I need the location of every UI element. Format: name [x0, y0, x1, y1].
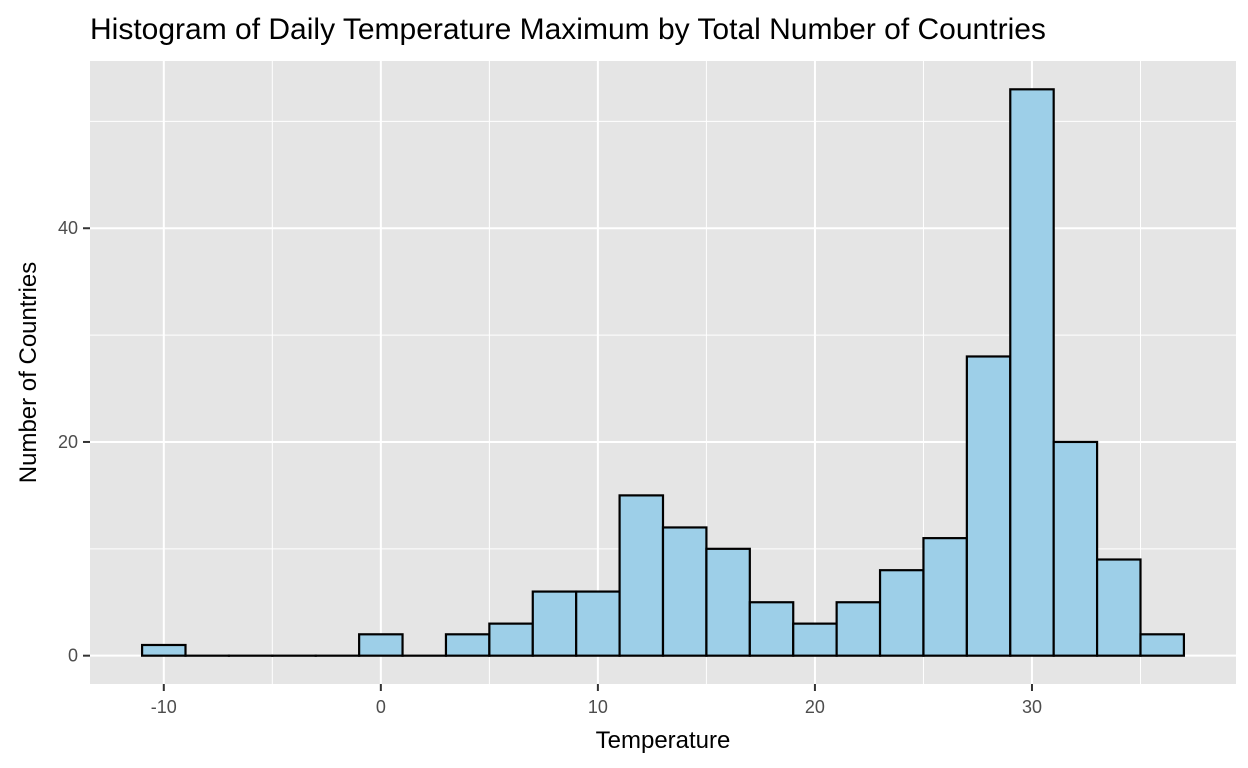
y-tick-label: 0	[68, 646, 78, 666]
x-axis-title: Temperature	[596, 727, 731, 754]
histogram-bar	[661, 526, 708, 657]
histogram-bar	[140, 643, 187, 657]
y-tick-label: 40	[58, 218, 78, 238]
histogram-bar	[705, 547, 751, 657]
histogram-bar	[1095, 558, 1142, 657]
histogram-bar	[922, 537, 968, 657]
x-tick-label: 20	[805, 697, 825, 717]
histogram-bar	[1052, 440, 1099, 657]
histogram-bar	[358, 633, 404, 657]
histogram-bar	[965, 355, 1012, 657]
x-axis: -10 0 10 20 30	[151, 684, 1042, 717]
chart-title: Histogram of Daily Temperature Maximum b…	[90, 13, 1046, 46]
x-tick-label: 30	[1022, 697, 1042, 717]
histogram-bar	[792, 622, 838, 657]
histogram-bar	[748, 601, 795, 657]
histogram-bar	[878, 569, 925, 657]
histogram-bar	[1009, 88, 1055, 657]
histogram-bars	[140, 88, 1186, 657]
y-axis: 0 20 40	[58, 218, 90, 666]
x-tick-label: 0	[376, 697, 386, 717]
x-tick-label: -10	[151, 697, 177, 717]
histogram-bar	[488, 622, 534, 657]
y-axis-title: Number of Countries	[15, 262, 42, 483]
x-tick-label: 10	[588, 697, 608, 717]
histogram-bar	[575, 590, 621, 657]
y-tick-label: 20	[58, 432, 78, 452]
histogram-bar	[618, 494, 665, 657]
histogram-bar	[531, 590, 578, 657]
histogram-bar	[444, 633, 491, 657]
histogram-bar	[835, 601, 882, 657]
histogram-bar	[1139, 633, 1186, 657]
